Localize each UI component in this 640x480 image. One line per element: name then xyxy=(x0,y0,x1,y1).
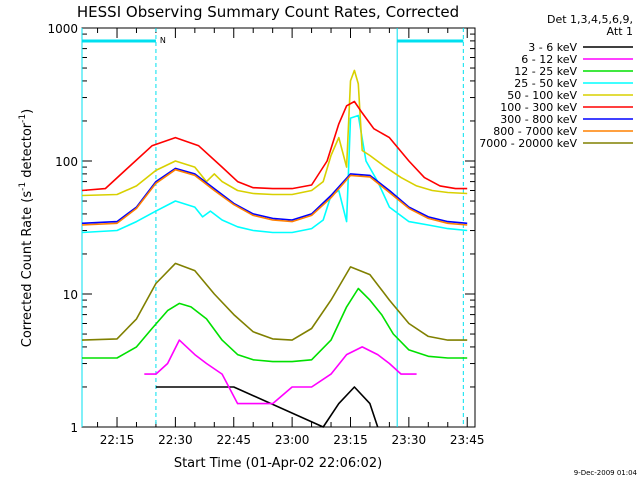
y-tick-label: 100 xyxy=(55,155,78,169)
legend-label: 7000 - 20000 keV xyxy=(479,137,577,150)
series-line xyxy=(81,69,468,197)
y-axis-label-exp1: -1 xyxy=(18,182,28,191)
x-axis: 22:15 22:30 22:45 23:00 23:15 23:30 23:45 xyxy=(97,28,485,447)
series-line xyxy=(155,386,379,428)
x-tick-label: 23:00 xyxy=(275,433,310,447)
legend-header-1: Det 1,3,4,5,6,9, xyxy=(547,13,633,26)
legend-label: 6 - 12 keV xyxy=(521,53,577,66)
legend-label: 12 - 25 keV xyxy=(514,65,577,78)
night-marker-label: N xyxy=(160,36,166,45)
series-line xyxy=(81,168,468,226)
series-layer xyxy=(81,69,468,428)
series-line xyxy=(82,287,468,363)
series-line xyxy=(81,262,468,341)
x-tick-label: 22:15 xyxy=(100,433,135,447)
legend-label: 100 - 300 keV xyxy=(500,101,577,114)
plot-area: 1 10 100 1000 22:15 22:30 22:45 23:00 23:15 23:3… xyxy=(47,22,484,447)
legend-label: 800 - 7000 keV xyxy=(493,125,577,138)
footer-date: 9-Dec-2009 01:04 xyxy=(574,469,638,477)
legend-label: 50 - 100 keV xyxy=(507,89,577,102)
x-tick-label: 23:30 xyxy=(392,433,427,447)
y-tick-label: 10 xyxy=(63,288,78,302)
x-tick-label: 22:45 xyxy=(216,433,251,447)
series-line xyxy=(81,167,468,225)
plot-frame xyxy=(81,27,476,428)
x-tick-label: 23:45 xyxy=(450,433,485,447)
legend-label: 25 - 50 keV xyxy=(514,77,577,90)
series-line xyxy=(81,114,468,234)
y-tick-label: 1 xyxy=(70,421,78,435)
x-tick-label: 22:30 xyxy=(158,433,193,447)
y-axis-label-exp2: -1 xyxy=(18,114,28,123)
y-axis-label-main: Corrected Count Rate (s xyxy=(20,191,35,348)
series-line xyxy=(81,100,468,192)
y-axis: 1 10 100 1000 xyxy=(47,22,475,435)
y-axis-label-mid: detector xyxy=(20,122,35,182)
series-line xyxy=(144,339,417,405)
chart-title: HESSI Observing Summary Count Rates, Cor… xyxy=(77,3,459,21)
x-axis-label: Start Time (01-Apr-02 22:06:02) xyxy=(174,456,382,471)
legend-label: 3 - 6 keV xyxy=(528,41,577,54)
legend-header-2: Att 1 xyxy=(607,25,633,38)
legend-label: 300 - 800 keV xyxy=(500,113,577,126)
y-tick-label: 1000 xyxy=(47,22,78,36)
x-tick-label: 23:15 xyxy=(333,433,368,447)
y-axis-label: Corrected Count Rate (s-1 detector-1) xyxy=(18,109,35,347)
y-axis-label-close: ) xyxy=(20,109,35,114)
time-interval-markers: N xyxy=(81,28,464,427)
